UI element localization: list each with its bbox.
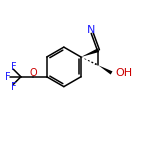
Polygon shape xyxy=(81,48,99,57)
Text: F: F xyxy=(10,62,16,71)
Text: F: F xyxy=(10,82,16,92)
Polygon shape xyxy=(98,65,112,74)
Text: F: F xyxy=(5,72,10,82)
Text: O: O xyxy=(29,68,37,78)
Text: N: N xyxy=(87,25,96,35)
Text: OH: OH xyxy=(115,68,133,78)
